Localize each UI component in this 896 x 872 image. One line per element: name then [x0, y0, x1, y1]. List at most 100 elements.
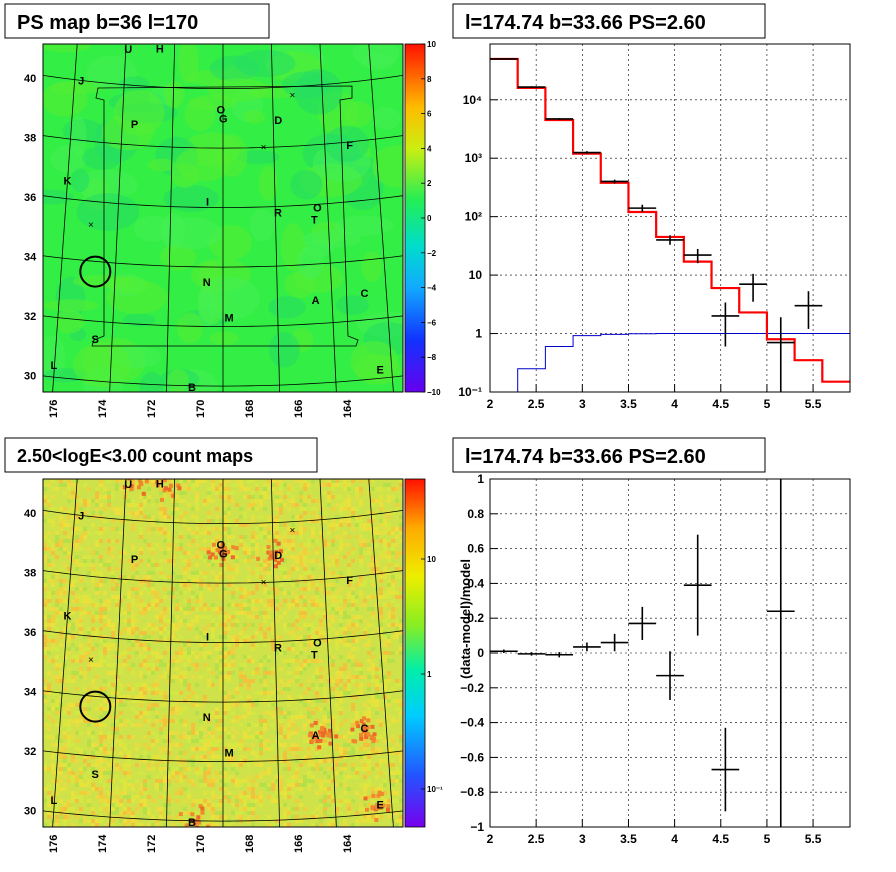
count-map-pixel [167, 651, 171, 655]
count-map-pixel [43, 555, 47, 559]
count-map-pixel [55, 743, 59, 747]
count-map-pixel [87, 743, 91, 747]
count-map-pixel [131, 687, 135, 691]
count-map-pixel [283, 687, 287, 691]
count-map-pixel [251, 635, 255, 639]
count-map-pixel [351, 751, 355, 755]
count-map-pixel [119, 719, 123, 723]
count-map-pixel [51, 623, 55, 627]
count-map-pixel [195, 579, 199, 583]
count-map-pixel [251, 823, 255, 827]
count-map-pixel [51, 599, 55, 603]
count-map-pixel [275, 775, 279, 779]
count-map-pixel [387, 635, 391, 639]
count-map-pixel [299, 759, 303, 763]
count-map-pixel [183, 675, 187, 679]
count-map-pixel [239, 739, 243, 743]
count-map-pixel [251, 795, 255, 799]
count-map-pixel [379, 723, 383, 727]
count-map-pixel [191, 727, 195, 731]
count-map-pixel [243, 547, 247, 551]
count-map-pixel [103, 771, 107, 775]
count-map-pixel [315, 559, 319, 563]
y-tick-label: 10³ [465, 151, 482, 165]
count-map-pixel [307, 783, 311, 787]
count-map-pixel [159, 783, 163, 787]
count-map-pixel [211, 755, 215, 759]
count-map-pixel [195, 543, 199, 547]
count-map-pixel [311, 683, 315, 687]
count-map-pixel [267, 511, 271, 515]
count-map-pixel [291, 611, 295, 615]
count-map-pixel [67, 539, 71, 543]
count-map-pixel [203, 635, 207, 639]
count-map-pixel [299, 731, 303, 735]
count-map-pixel [51, 655, 55, 659]
count-map-pixel [307, 719, 311, 723]
longitude-line [166, 479, 175, 827]
count-map-pixel [115, 651, 119, 655]
count-map-pixel [151, 523, 155, 527]
count-map-pixel [219, 799, 223, 803]
count-map-pixel [47, 815, 51, 819]
count-map-pixel [379, 555, 383, 559]
count-map-pixel [119, 663, 123, 667]
count-map-pixel [95, 759, 99, 763]
count-map-pixel [91, 691, 95, 695]
count-map-pixel [383, 603, 387, 607]
count-map-pixel [255, 499, 259, 503]
count-map-pixel [151, 583, 155, 587]
count-map-hot-pixel [205, 824, 210, 827]
count-map-pixel [323, 519, 327, 523]
count-map-pixel [291, 779, 295, 783]
count-map-pixel [347, 595, 351, 599]
count-map-pixel [63, 523, 67, 527]
count-map-pixel [79, 783, 83, 787]
count-map-pixel [383, 723, 387, 727]
longitude-line [109, 44, 127, 392]
count-map-pixel [223, 567, 227, 571]
count-map-pixel [363, 579, 367, 583]
count-map-pixel [283, 567, 287, 571]
count-map-pixel [351, 663, 355, 667]
count-map-pixel [335, 715, 339, 719]
count-map-pixel [191, 483, 195, 487]
count-map-pixel [195, 711, 199, 715]
count-map-pixel [323, 683, 327, 687]
count-map-pixel [203, 735, 207, 739]
count-map-pixel [47, 715, 51, 719]
count-map-pixel [303, 739, 307, 743]
count-map-pixel [211, 635, 215, 639]
count-map-pixel [55, 603, 59, 607]
count-map-pixel [367, 799, 371, 803]
count-map-pixel [227, 703, 231, 707]
count-map-pixel [103, 707, 107, 711]
count-map-pixel [239, 723, 243, 727]
count-map-pixel [319, 535, 323, 539]
count-map-pixel [155, 703, 159, 707]
count-map-pixel [111, 635, 115, 639]
count-map-pixel [191, 667, 195, 671]
count-map-pixel [127, 755, 131, 759]
count-map-pixel [307, 603, 311, 607]
count-map-pixel [207, 491, 211, 495]
count-map-pixel [359, 615, 363, 619]
count-map-pixel [359, 727, 363, 731]
count-map-pixel [107, 811, 111, 815]
count-map-pixel [195, 735, 199, 739]
count-map-pixel [399, 619, 403, 623]
count-map-pixel [51, 495, 55, 499]
count-map-pixel [103, 659, 107, 663]
count-map-pixel [259, 619, 263, 623]
count-map-pixel [51, 719, 55, 723]
count-map-pixel [347, 659, 351, 663]
count-map-pixel [223, 707, 227, 711]
count-map-pixel [359, 779, 363, 783]
count-map-pixel [359, 511, 363, 515]
count-map-pixel [147, 511, 151, 515]
count-map-pixel [107, 539, 111, 543]
count-map-pixel [127, 767, 131, 771]
count-map-pixel [79, 599, 83, 603]
count-map-pixel [223, 631, 227, 635]
count-map-pixel [187, 623, 191, 627]
